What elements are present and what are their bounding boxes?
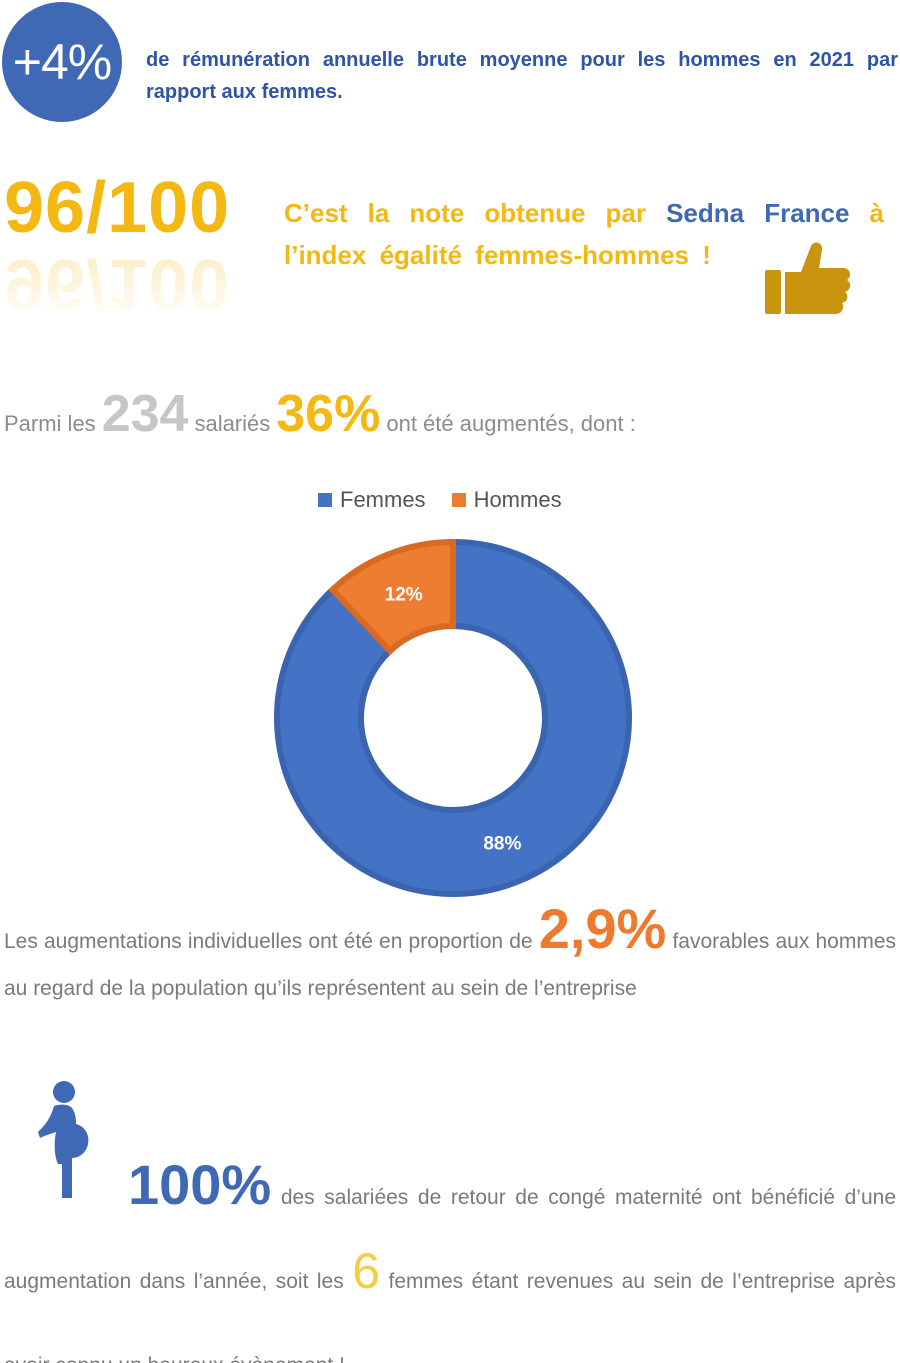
raises-before: Les augmentations individuelles ont été … <box>4 930 539 953</box>
maternity-text1: des salariées de retour de congé materni… <box>4 1186 896 1293</box>
legend-swatch-femmes <box>318 493 332 507</box>
donut-label-femmes: 88% <box>483 834 521 855</box>
stats-suffix: ont été augmentés, dont : <box>386 411 636 436</box>
stats-prefix: Parmi les <box>4 411 96 436</box>
donut-label-hommes: 12% <box>385 584 423 605</box>
raises-paragraph: Les augmentations individuelles ont été … <box>4 901 896 1012</box>
chart-legend: Femmes Hommes <box>318 487 562 513</box>
score-description: C’est la note obtenue par Sedna France à… <box>284 192 884 276</box>
raised-employees-line: Parmi les 234 salariés 36% ont été augme… <box>4 384 636 444</box>
legend-label-hommes: Hommes <box>473 487 562 512</box>
raises-after: favorables aux hommes au regard de la po… <box>4 930 896 1000</box>
thumbs-up-icon <box>765 242 851 314</box>
stats-middle: salariés <box>194 411 271 436</box>
legend-item-femmes: Femmes <box>318 487 426 513</box>
legend-label-femmes: Femmes <box>340 487 426 512</box>
legend-item-hommes: Hommes <box>451 487 562 513</box>
pregnant-woman-icon <box>38 1081 89 1198</box>
legend-swatch-hommes <box>451 493 466 507</box>
score-text-after: à l’index égalité femmes-hommes ! <box>284 198 885 270</box>
score-reflection: 96/100 <box>4 244 231 324</box>
pay-gap-value: +4% <box>12 34 112 90</box>
score-value: 96/100 <box>4 168 231 248</box>
donut-slice-hommes <box>328 538 456 656</box>
maternity-text2: femmes étant revenues au sein de l’entre… <box>4 1270 897 1363</box>
donut-slice-femmes <box>274 538 632 897</box>
maternity-value: 100% <box>128 1153 272 1216</box>
pay-gap-text: de rémunération annuelle brute moyenne p… <box>146 49 898 103</box>
score-text-before: C’est la note obtenue par <box>284 198 667 228</box>
maternity-paragraph: 100% des salariées de retour de congé ma… <box>4 1156 896 1363</box>
maternity-count: 6 <box>352 1243 381 1299</box>
raised-percentage: 36% <box>276 385 381 443</box>
employee-count: 234 <box>101 385 189 443</box>
pay-gap-badge: +4% <box>2 2 122 122</box>
donut-chart: 88% 12% <box>274 538 632 897</box>
brand-name: Sedna France <box>666 198 850 228</box>
raises-value: 2,9% <box>538 897 667 960</box>
